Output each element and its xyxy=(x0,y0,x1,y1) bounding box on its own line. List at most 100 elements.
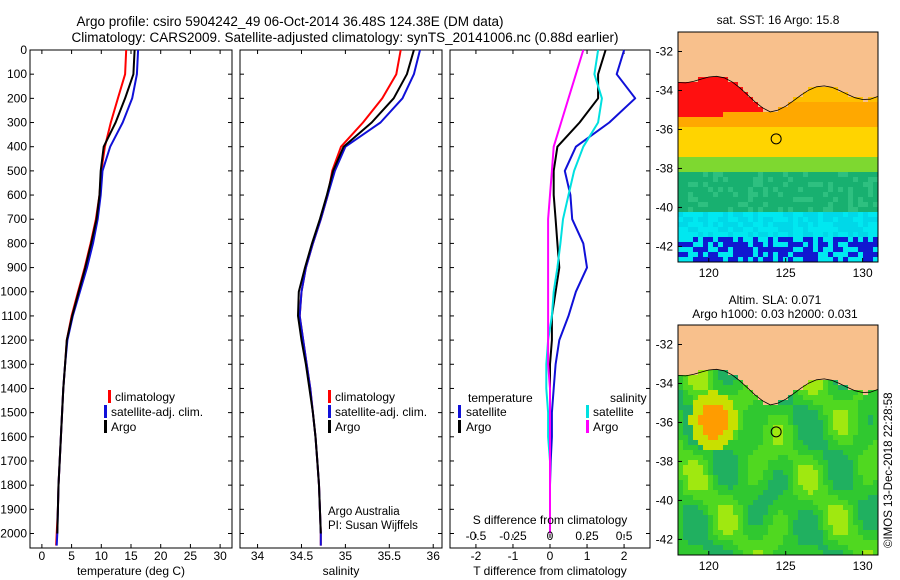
map-cell xyxy=(778,92,784,98)
map-cell xyxy=(788,112,794,118)
map-cell xyxy=(753,137,759,143)
map-cell xyxy=(763,247,769,253)
map-cell xyxy=(698,87,704,93)
map-cell xyxy=(803,425,809,431)
map-cell xyxy=(683,455,689,461)
map-cell xyxy=(698,365,704,371)
map-cell xyxy=(803,490,809,496)
map-cell xyxy=(713,197,719,203)
map-cell xyxy=(698,102,704,108)
map-cell xyxy=(773,77,779,83)
map-cell xyxy=(693,212,699,218)
map-cell xyxy=(793,365,799,371)
map-cell xyxy=(748,365,754,371)
map-cell xyxy=(778,505,784,511)
map-cell xyxy=(713,470,719,476)
map-cell xyxy=(733,47,739,53)
map-cell xyxy=(863,410,869,416)
map-cell xyxy=(713,252,719,258)
map-cell xyxy=(703,415,709,421)
map-cell xyxy=(688,475,694,481)
map-cell xyxy=(768,122,774,128)
map-cell xyxy=(828,157,834,163)
map-cell xyxy=(763,182,769,188)
map-cell xyxy=(688,420,694,426)
map-cell xyxy=(763,390,769,396)
map-cell xyxy=(753,147,759,153)
map-cell xyxy=(713,495,719,501)
map-cell xyxy=(708,222,714,228)
map-cell xyxy=(793,107,799,113)
map-lon-label: 120 xyxy=(699,559,719,573)
map-cell xyxy=(863,415,869,421)
map-cell xyxy=(843,182,849,188)
sal-legend-argo-label: Argo xyxy=(335,420,361,434)
map-cell xyxy=(778,450,784,456)
map-cell xyxy=(868,340,874,346)
map-cell xyxy=(833,122,839,128)
map-cell xyxy=(788,77,794,83)
map-cell xyxy=(823,192,829,198)
map-cell xyxy=(698,257,704,263)
map-cell xyxy=(733,102,739,108)
map-cell xyxy=(753,435,759,441)
map-cell xyxy=(763,545,769,551)
map-cell xyxy=(813,132,819,138)
map-cell xyxy=(728,157,734,163)
map-cell xyxy=(788,495,794,501)
map-cell xyxy=(683,147,689,153)
map-cell xyxy=(803,132,809,138)
map-cell xyxy=(733,242,739,248)
map-cell xyxy=(823,510,829,516)
map-cell xyxy=(803,470,809,476)
map-cell xyxy=(813,232,819,238)
map-cell xyxy=(723,152,729,158)
map-cell xyxy=(748,77,754,83)
map-cell xyxy=(868,505,874,511)
map-cell xyxy=(793,57,799,63)
map-cell xyxy=(693,67,699,73)
map-cell xyxy=(698,385,704,391)
map-cell xyxy=(763,540,769,546)
map-cell xyxy=(713,375,719,381)
map-cell xyxy=(708,252,714,258)
map-cell xyxy=(728,167,734,173)
map-cell xyxy=(763,470,769,476)
map-cell xyxy=(818,490,824,496)
map-cell xyxy=(718,87,724,93)
x-tick-label: 1 xyxy=(584,549,591,563)
map-cell xyxy=(848,107,854,113)
map-cell xyxy=(688,212,694,218)
map-cell xyxy=(863,485,869,491)
map-cell xyxy=(848,122,854,128)
map-cell xyxy=(873,385,879,391)
map-cell xyxy=(688,395,694,401)
map-cell xyxy=(678,252,684,258)
map-cell xyxy=(683,227,689,233)
map-cell xyxy=(763,370,769,376)
map-cell xyxy=(748,525,754,531)
map-cell xyxy=(678,465,684,471)
map-cell xyxy=(783,157,789,163)
map-cell xyxy=(748,97,754,103)
map-cell xyxy=(688,92,694,98)
map-cell xyxy=(683,370,689,376)
map-cell xyxy=(813,172,819,178)
map-cell xyxy=(853,510,859,516)
map-cell xyxy=(773,465,779,471)
map-cell xyxy=(858,475,864,481)
map-cell xyxy=(848,87,854,93)
map-cell xyxy=(798,207,804,213)
map-cell xyxy=(778,550,784,556)
map-cell xyxy=(743,232,749,238)
map-cell xyxy=(698,435,704,441)
map-cell xyxy=(843,505,849,511)
map-cell xyxy=(723,345,729,351)
map-cell xyxy=(778,237,784,243)
map-cell xyxy=(788,147,794,153)
map-cell xyxy=(833,485,839,491)
map-cell xyxy=(828,445,834,451)
map-cell xyxy=(733,112,739,118)
map-cell xyxy=(683,67,689,73)
map-cell xyxy=(698,400,704,406)
